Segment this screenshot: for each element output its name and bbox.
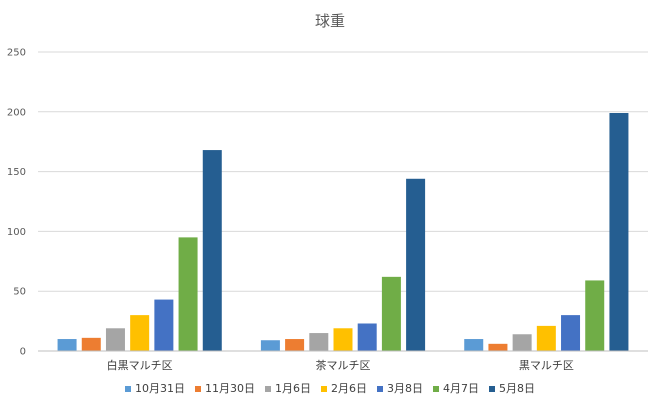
bars [57,112,629,351]
bar [81,337,101,351]
bar [488,343,508,351]
bar [609,112,629,351]
bar [357,323,377,351]
legend: 10月31日 11月30日 1月6日 2月6日 3月8日 4月7日 5月8日 [125,382,535,395]
y-tick-label: 0 [20,347,26,358]
bar [464,339,484,351]
bar [309,333,329,351]
legend-label: 2月6日 [331,382,367,395]
category-label: 白黒マルチ区 [107,358,173,372]
legend-swatch [321,386,327,392]
legend-label: 11月30日 [205,382,255,395]
legend-label: 1月6日 [275,382,311,395]
bar [260,340,280,351]
legend-item: 1月6日 [265,382,311,395]
y-tick-label: 200 [7,107,26,118]
bar [130,315,150,351]
bar [202,150,222,351]
bar [381,276,401,351]
bar [57,339,77,351]
y-tick-label: 150 [7,167,26,178]
bar [406,178,426,351]
legend-label: 10月31日 [135,382,185,395]
legend-swatch [377,386,383,392]
y-tick-label: 100 [7,227,26,238]
legend-item: 11月30日 [195,382,255,395]
bar [536,325,556,351]
legend-item: 4月7日 [433,382,479,395]
bar [333,328,353,351]
legend-label: 3月8日 [387,382,423,395]
bar [154,299,174,351]
legend-swatch [433,386,439,392]
legend-swatch [125,386,131,392]
legend-item: 10月31日 [125,382,185,395]
bar [178,237,198,351]
legend-swatch [265,386,271,392]
chart-title: 球重 [315,12,345,30]
bar [105,328,125,351]
bar [585,280,605,351]
y-axis-ticks: 0 50 100 150 200 250 [7,48,26,358]
y-tick-label: 250 [7,48,26,59]
legend-item: 2月6日 [321,382,367,395]
bar [561,315,581,351]
legend-swatch [489,386,495,392]
bar [285,339,305,351]
category-label: 茶マルチ区 [316,359,371,372]
gridlines [38,51,648,292]
category-labels: 白黒マルチ区 茶マルチ区 黒マルチ区 [107,358,574,372]
legend-item: 3月8日 [377,382,423,395]
y-tick-label: 50 [13,287,26,298]
legend-swatch [195,386,201,392]
legend-label: 4月7日 [443,382,479,395]
category-label: 黒マルチ区 [519,359,574,372]
legend-label: 5月8日 [499,382,535,395]
legend-item: 5月8日 [489,382,535,395]
bar [512,334,532,351]
